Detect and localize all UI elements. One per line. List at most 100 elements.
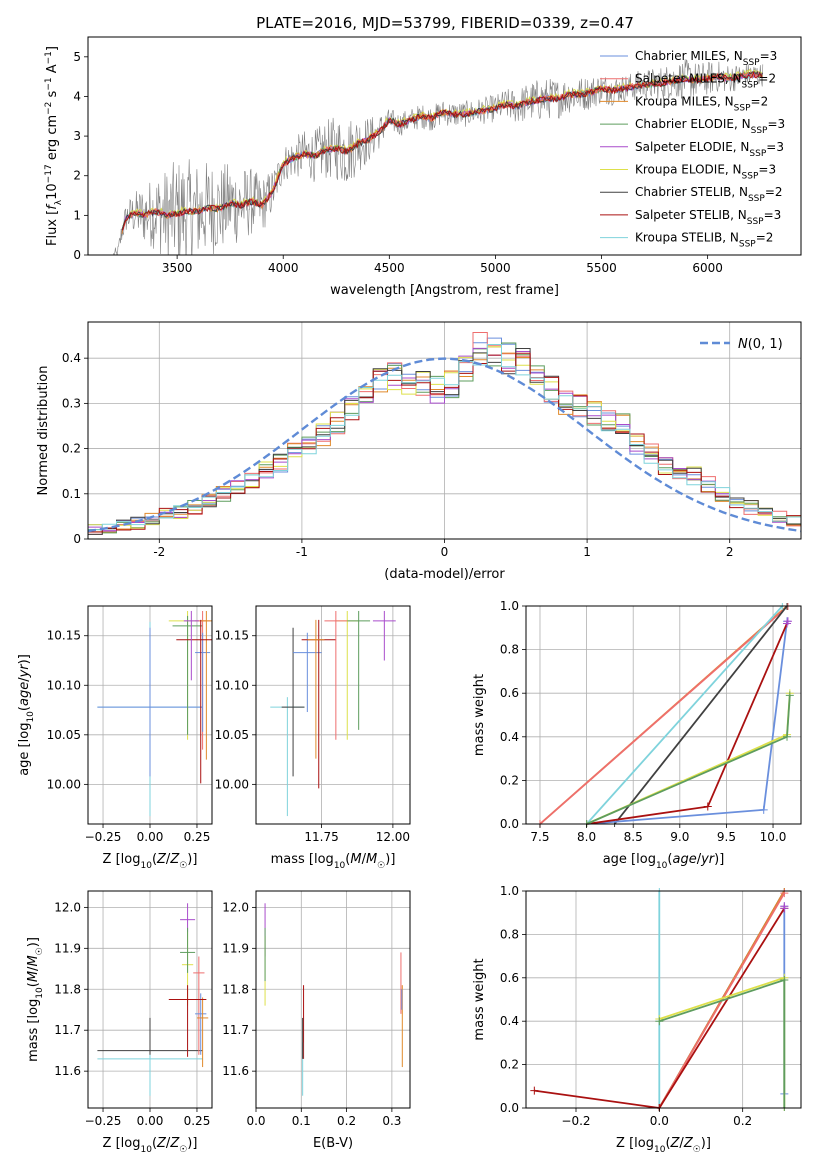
y-tick-label: 10.10 [47,678,81,692]
label-part: / [17,677,32,682]
x-tick-label: 7.5 [530,830,549,844]
y-tick-label: 1 [73,208,81,222]
weight_vs_age-panel: 7.5 8.0 8.5 9.0 9.5 10.0 0.0 0.2 0.4 0.6 0.8 1.0 age… [472,599,802,871]
axes-frame [525,605,802,825]
label-part: SSP [749,149,766,159]
label-part: ( [152,852,157,867]
weight-line-chabrier_stelib [613,605,788,825]
weight-point-marker [785,691,794,700]
x-tick-label: 0.2 [733,1114,752,1128]
age_vs_z-plot-area [97,610,212,817]
histogram-step-chabrier_miles [88,337,801,532]
label-part: erg cm [45,115,60,164]
weight-line-chabrier_miles [586,621,788,825]
label-part: Chabrier ELODIE, N [635,117,751,131]
label-part: E(B-V) [313,1136,353,1151]
x-tick-label: 0.25 [184,1114,211,1128]
y-tick-label: 11.8 [54,982,81,996]
weight-line-kroupa_elodie [659,976,786,1108]
label-part: 10 [334,861,346,871]
label-part: mass [ [26,1019,41,1062]
x-axis-label: wavelength [Angstrom, rest frame] [330,283,559,298]
y-tick-label: 0.1 [62,487,81,501]
label-part: Kroupa ELODIE, N [635,163,742,177]
label-part: Salpeter MILES, N [635,72,742,86]
label-part: =3 [764,208,782,222]
y-tick-label: 11.7 [54,1023,81,1037]
label-part: SSP [734,103,751,113]
y-axis-label: mass weight [472,674,487,756]
label-part: ( [665,1136,670,1151]
weight-point-marker [783,617,792,626]
y-tick-label: 11.9 [222,941,249,955]
label-part: −17 [44,164,54,183]
figure-title: PLATE=2016, MJD=53799, FIBERID=0339, z=0… [256,14,634,32]
x-tick-label: 0.2 [337,1114,356,1128]
weight-line-kroupa_stelib [585,605,784,825]
label-part: yr [17,663,32,679]
x-axis-label: Z [log10(Z/Z☉)] [616,1136,711,1155]
y-tick-label: 10.00 [215,777,249,791]
legend-entry-label: Salpeter MILES, NSSP=2 [635,72,776,91]
x-tick-label: 9.5 [717,830,736,844]
label-part: M [366,852,377,867]
histogram-step-kroupa_miles [88,346,801,533]
weight-point-marker [759,805,768,814]
x-tick-label: 4000 [268,261,299,275]
plots-layer: 3500 4000 4500 5000 5500 6000 0 1 2 3 4 5 wavelength… [17,36,802,1155]
legend-entry-label: Kroupa ELODIE, NSSP=3 [635,163,776,182]
label-part: Kroupa MILES, N [635,94,734,108]
legend-entry-label: Kroupa STELIB, NSSP=2 [635,231,773,250]
y-tick-label: 11.6 [222,1064,249,1078]
y-tick-label: 11.9 [54,941,81,955]
label-part: ☉ [693,1145,701,1155]
y-tick-label: 2 [73,169,81,183]
label-part: Z [670,1136,681,1151]
label-part: =3 [758,163,776,177]
x-tick-label: −0.25 [85,830,122,844]
y-tick-label: 0.6 [500,971,519,985]
label-part: )] [714,852,724,867]
label-part: Z [ [616,1136,634,1151]
y-tick-label: 0.8 [500,927,519,941]
weight-line-salpeter_stelib [586,623,788,825]
label-part: (0, 1) [748,337,783,352]
label-part: ☉ [35,947,45,955]
y-tick-label: 10.05 [215,728,249,742]
y-tick-label: 0.4 [500,730,519,744]
y-tick-label: 0.0 [500,817,519,831]
x-tick-label: 3500 [162,261,193,275]
x-tick-label: 0.25 [184,830,211,844]
legend-entry-label: Chabrier ELODIE, NSSP=3 [635,117,785,136]
label-part: / [166,1136,171,1151]
label-part: =2 [751,94,769,108]
x-tick-label: -2 [153,545,165,559]
label-part: −2 [44,102,54,115]
y-tick-label: 0.0 [500,1101,519,1115]
model-line-salpeter_stelib [121,71,763,231]
y-tick-label: 3 [73,129,81,143]
normal-distribution-curve [88,357,801,533]
y-tick-label: 5 [73,50,81,64]
weight_vs_z-plot-area [530,888,789,1111]
label-part: Salpeter STELIB, N [635,208,747,222]
y-tick-label: 0.4 [500,1014,519,1028]
x-tick-label: 8.5 [624,830,643,844]
label-part: 10 [45,183,60,200]
label-part: ] [45,46,60,51]
x-tick-label: 0.0 [650,1114,669,1128]
y-tick-label: 1.0 [500,884,519,898]
weight_vs_z-panel: −0.2 0.0 0.20.00.20.40.60.81.0Z [log10(Z/Z… [472,884,802,1155]
label-part: SSP [739,240,756,250]
axes-frame [255,890,411,1109]
label-part: age [17,682,32,706]
label-part: Salpeter ELODIE, N [635,140,749,154]
histogram-step-chabrier_stelib [88,348,801,535]
x-tick-label: −0.25 [85,1114,122,1128]
label-part: ☉ [179,1145,187,1155]
label-part: 10 [140,1145,152,1155]
y-tick-label: 0.2 [500,1058,519,1072]
label-part: )] [26,937,41,947]
histogram-step-salpeter_stelib [88,352,801,537]
